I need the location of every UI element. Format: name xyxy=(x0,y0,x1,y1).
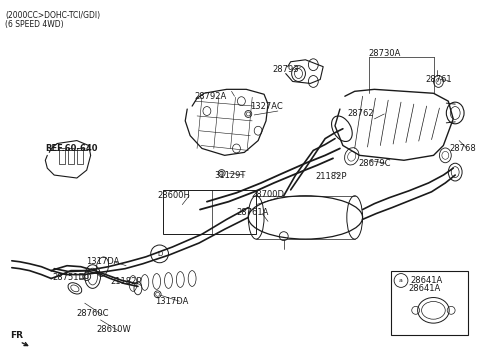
Text: 28761A: 28761A xyxy=(237,208,269,217)
Text: 28641A: 28641A xyxy=(409,284,441,293)
Text: 1327AC: 1327AC xyxy=(250,102,283,111)
Text: 21182P: 21182P xyxy=(110,277,142,286)
Text: 1317DA: 1317DA xyxy=(155,297,188,306)
Text: 28700D: 28700D xyxy=(251,190,284,199)
Bar xyxy=(68,149,74,164)
Text: D: D xyxy=(157,251,162,257)
Bar xyxy=(163,190,256,234)
Text: 28730A: 28730A xyxy=(369,49,401,58)
Text: 28762: 28762 xyxy=(348,110,374,118)
Text: a: a xyxy=(399,278,403,283)
Text: 28792A: 28792A xyxy=(194,92,227,101)
Text: (6 SPEED 4WD): (6 SPEED 4WD) xyxy=(5,20,63,29)
Text: 1317DA: 1317DA xyxy=(86,257,119,266)
Text: REF.60-640: REF.60-640 xyxy=(45,144,98,153)
Text: 28679C: 28679C xyxy=(359,159,391,168)
Bar xyxy=(391,271,468,335)
Bar xyxy=(59,149,65,164)
Text: 28641A: 28641A xyxy=(411,276,443,285)
Text: 28760C: 28760C xyxy=(77,309,109,319)
Text: (2000CC>DOHC-TCI/GDI): (2000CC>DOHC-TCI/GDI) xyxy=(5,10,100,20)
Bar xyxy=(77,149,83,164)
Text: 28768: 28768 xyxy=(449,144,476,153)
Text: 21182P: 21182P xyxy=(315,171,347,180)
Text: 28751D: 28751D xyxy=(52,273,85,282)
Text: FR: FR xyxy=(10,331,23,340)
Text: 28600H: 28600H xyxy=(157,191,191,200)
Text: 28793: 28793 xyxy=(272,65,299,74)
Text: 28761: 28761 xyxy=(426,75,452,84)
Text: 31129T: 31129T xyxy=(215,170,246,180)
Text: 28610W: 28610W xyxy=(96,325,132,334)
